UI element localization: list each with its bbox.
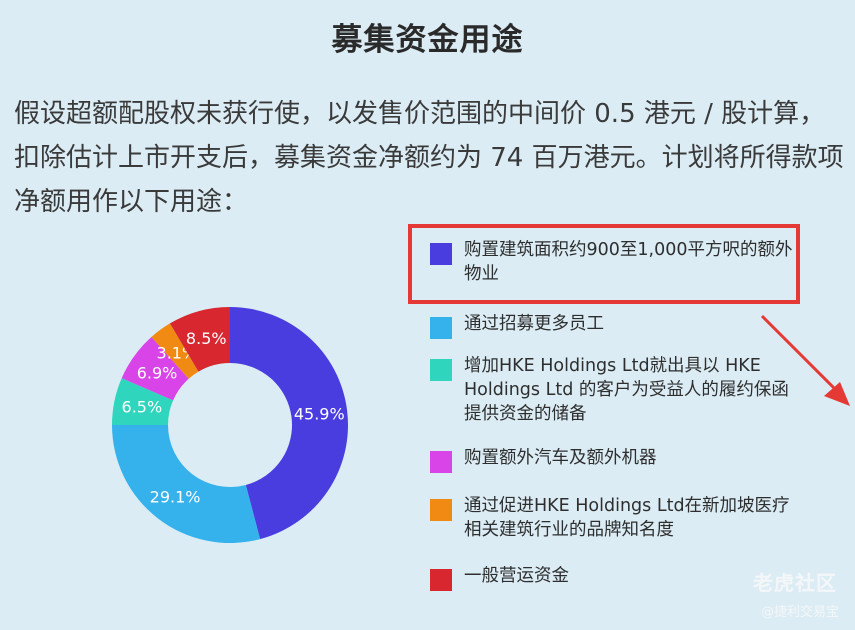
donut-slice xyxy=(151,323,199,379)
donut-chart: 45.9%29.1%6.5%6.9%3.1%8.5% xyxy=(112,307,348,543)
legend-swatch xyxy=(430,499,452,521)
legend-swatch xyxy=(430,243,452,265)
legend-label: 通过促进HKE Holdings Ltd在新加坡医疗相关建筑行业的品牌知名度 xyxy=(464,496,790,540)
watermark-brand: 老虎社区 xyxy=(753,571,837,595)
legend-item-property: 购置建筑面积约900至1,000平方呎的额外物业 xyxy=(430,238,810,286)
legend-item-working-capital: 一般营运资金 xyxy=(430,564,810,591)
intro-paragraph: 假设超额配股权未获行使，以发售价范围的中间价 0.5 港元 / 股计算，扣除估计… xyxy=(14,99,844,217)
donut-data-label: 6.5% xyxy=(122,398,163,417)
legend-label: 购置建筑面积约900至1,000平方呎的额外物业 xyxy=(464,240,793,284)
donut-data-label: 8.5% xyxy=(186,329,227,348)
legend-swatch xyxy=(430,569,452,591)
donut-slice xyxy=(121,336,189,401)
legend-label: 购置额外汽车及额外机器 xyxy=(464,448,657,468)
donut-data-label: 29.1% xyxy=(150,487,201,506)
donut-slice xyxy=(230,307,348,540)
watermark-handle: @捷利交易宝 xyxy=(760,605,839,620)
legend-label: 一般营运资金 xyxy=(464,566,569,586)
legend-item-staff: 通过招募更多员工 xyxy=(430,312,810,339)
legend-item-reserve: 增加HKE Holdings Ltd就出具以 HKE Holdings Ltd … xyxy=(430,354,810,426)
legend-item-vehicles: 购置额外汽车及额外机器 xyxy=(430,446,810,473)
highlight-box xyxy=(408,224,800,304)
donut-slice xyxy=(112,378,174,425)
red-arrow-icon xyxy=(760,314,850,406)
legend-swatch xyxy=(430,451,452,473)
donut-data-label: 6.9% xyxy=(137,363,178,382)
legend-label: 通过招募更多员工 xyxy=(464,314,604,334)
legend-swatch xyxy=(430,317,452,339)
legend-swatch xyxy=(430,359,452,381)
donut-data-label: 45.9% xyxy=(294,404,345,423)
legend-item-branding: 通过促进HKE Holdings Ltd在新加坡医疗相关建筑行业的品牌知名度 xyxy=(430,494,810,542)
donut-slice xyxy=(112,425,261,543)
donut-slice xyxy=(169,307,230,372)
page-title: 募集资金用途 xyxy=(331,22,524,58)
legend-label: 增加HKE Holdings Ltd就出具以 HKE Holdings Ltd … xyxy=(464,356,789,424)
